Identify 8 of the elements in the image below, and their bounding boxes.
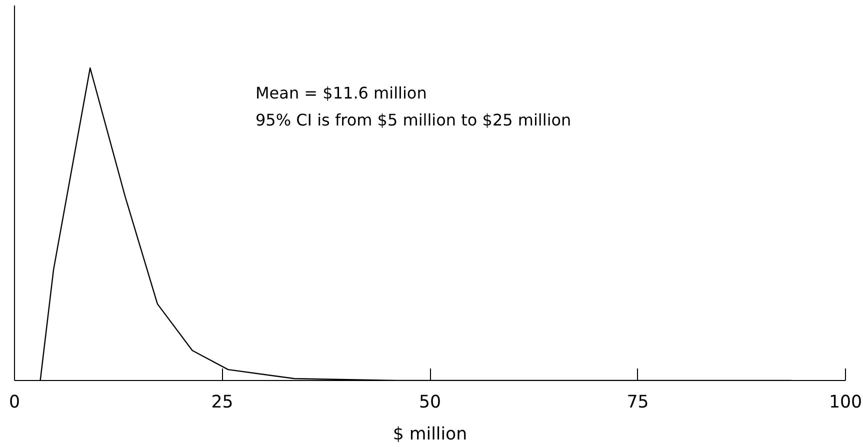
x-tick-label: 25 [211,392,234,412]
annotation: Mean = $11.6 million [255,83,427,102]
x-tick-label: 50 [418,392,442,412]
x-tick-label: 100 [828,392,862,412]
x-tick-label: 75 [626,392,649,412]
annotation: 95% CI is from $5 million to $25 million [255,110,572,130]
x-axis-title: $ million [392,424,468,444]
x-tick-label: 0 [8,392,20,412]
